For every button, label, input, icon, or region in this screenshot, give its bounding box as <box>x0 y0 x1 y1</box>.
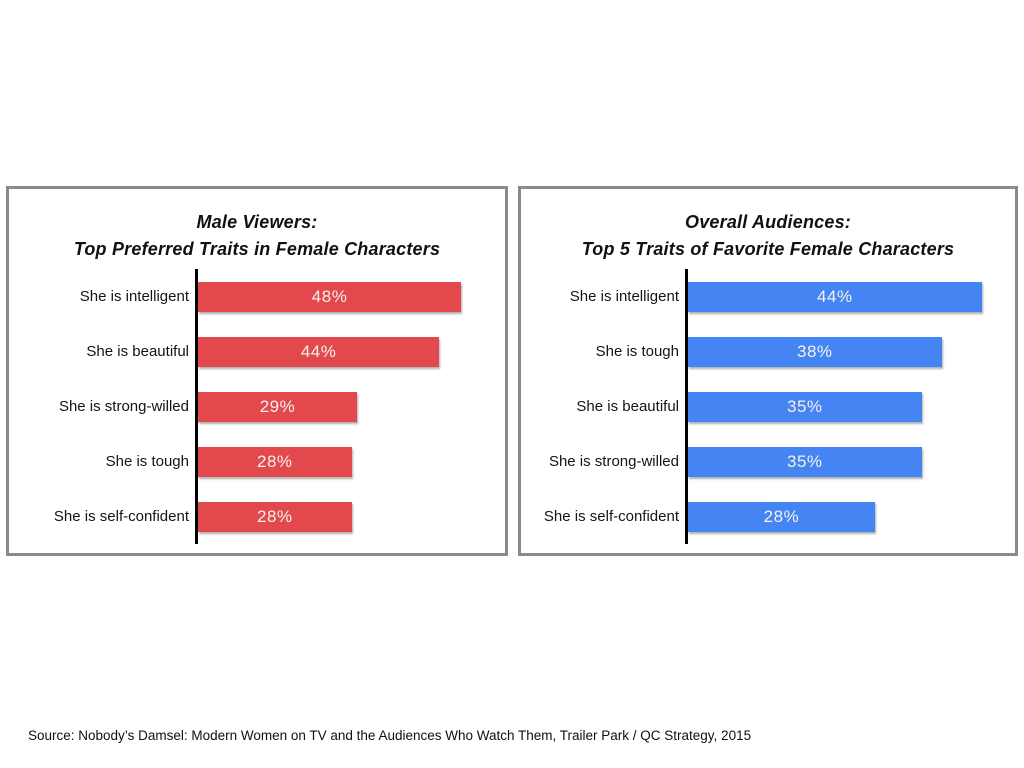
plot-area: 44% <box>195 324 505 379</box>
bar-value-label: 44% <box>817 286 853 306</box>
plot-area: 48% <box>195 269 505 324</box>
plot-area: 35% <box>685 434 1015 489</box>
chart-row: She is tough 28% <box>9 434 505 489</box>
bar-value-label: 38% <box>797 341 833 361</box>
bar: 29% <box>198 391 357 422</box>
bar-value-label: 35% <box>787 451 823 471</box>
bar-value-label: 44% <box>300 341 337 361</box>
chart-row: She is intelligent 44% <box>521 269 1015 324</box>
bar: 28% <box>688 501 875 532</box>
chart-title-line2: Top 5 Traits of Favorite Female Characte… <box>581 239 955 259</box>
bar-value-label: 28% <box>256 451 293 471</box>
chart-title-line2: Top Preferred Traits in Female Character… <box>73 239 441 259</box>
bar-value-label: 28% <box>763 506 800 526</box>
bar-rows: She is intelligent 44% She is tough 38% She … <box>521 269 1015 544</box>
chart-row: She is intelligent 48% <box>9 269 505 324</box>
category-label: She is strong-willed <box>548 453 679 470</box>
plot-area: 28% <box>685 489 1015 544</box>
category-label: She is beautiful <box>576 398 679 415</box>
category-label: She is strong-willed <box>58 398 189 415</box>
chart-row: She is self-confident 28% <box>521 489 1015 544</box>
bar: 28% <box>198 446 352 477</box>
bar-rows: She is intelligent 48% She is beautiful 44%… <box>9 269 505 544</box>
plot-area: 28% <box>195 434 505 489</box>
bar: 35% <box>688 391 922 422</box>
bar: 44% <box>688 281 982 312</box>
bar: 35% <box>688 446 922 477</box>
bar-value-label: 48% <box>311 286 348 306</box>
plot-area: 35% <box>685 379 1015 434</box>
chart-title-male-viewers: Male Viewers: Top Preferred Traits in Fem… <box>9 189 505 263</box>
overall-audiences-chart-panel: Overall Audiences: Top 5 Traits of Favori… <box>518 186 1018 556</box>
category-label: She is intelligent <box>79 288 189 305</box>
chart-row: She is self-confident 28% <box>9 489 505 544</box>
plot-area: 38% <box>685 324 1015 379</box>
bar: 48% <box>198 281 462 312</box>
plot-area: 44% <box>685 269 1015 324</box>
category-label: She is intelligent <box>569 288 679 305</box>
bar: 44% <box>198 336 440 367</box>
chart-row: She is tough 38% <box>521 324 1015 379</box>
male-viewers-chart-panel: Male Viewers: Top Preferred Traits in Fem… <box>6 186 508 556</box>
chart-row: She is strong-willed 29% <box>9 379 505 434</box>
chart-title-overall-audiences: Overall Audiences: Top 5 Traits of Favori… <box>521 189 1015 263</box>
bar: 38% <box>688 336 942 367</box>
chart-row: She is beautiful 35% <box>521 379 1015 434</box>
source-citation: Source: Nobody’s Damsel: Modern Women on… <box>28 728 752 743</box>
chart-row: She is strong-willed 35% <box>521 434 1015 489</box>
plot-area: 29% <box>195 379 505 434</box>
category-label: She is tough <box>105 453 189 470</box>
category-label: She is beautiful <box>86 343 189 360</box>
bar-value-label: 35% <box>787 396 823 416</box>
category-label: She is self-confident <box>53 508 189 525</box>
chart-title-line1: Male Viewers: <box>196 212 318 232</box>
bar-value-label: 29% <box>259 396 296 416</box>
bar: 28% <box>198 501 352 532</box>
chart-title-line1: Overall Audiences: <box>685 212 851 232</box>
chart-row: She is beautiful 44% <box>9 324 505 379</box>
bar-value-label: 28% <box>256 506 293 526</box>
category-label: She is self-confident <box>543 508 679 525</box>
plot-area: 28% <box>195 489 505 544</box>
category-label: She is tough <box>595 343 679 360</box>
